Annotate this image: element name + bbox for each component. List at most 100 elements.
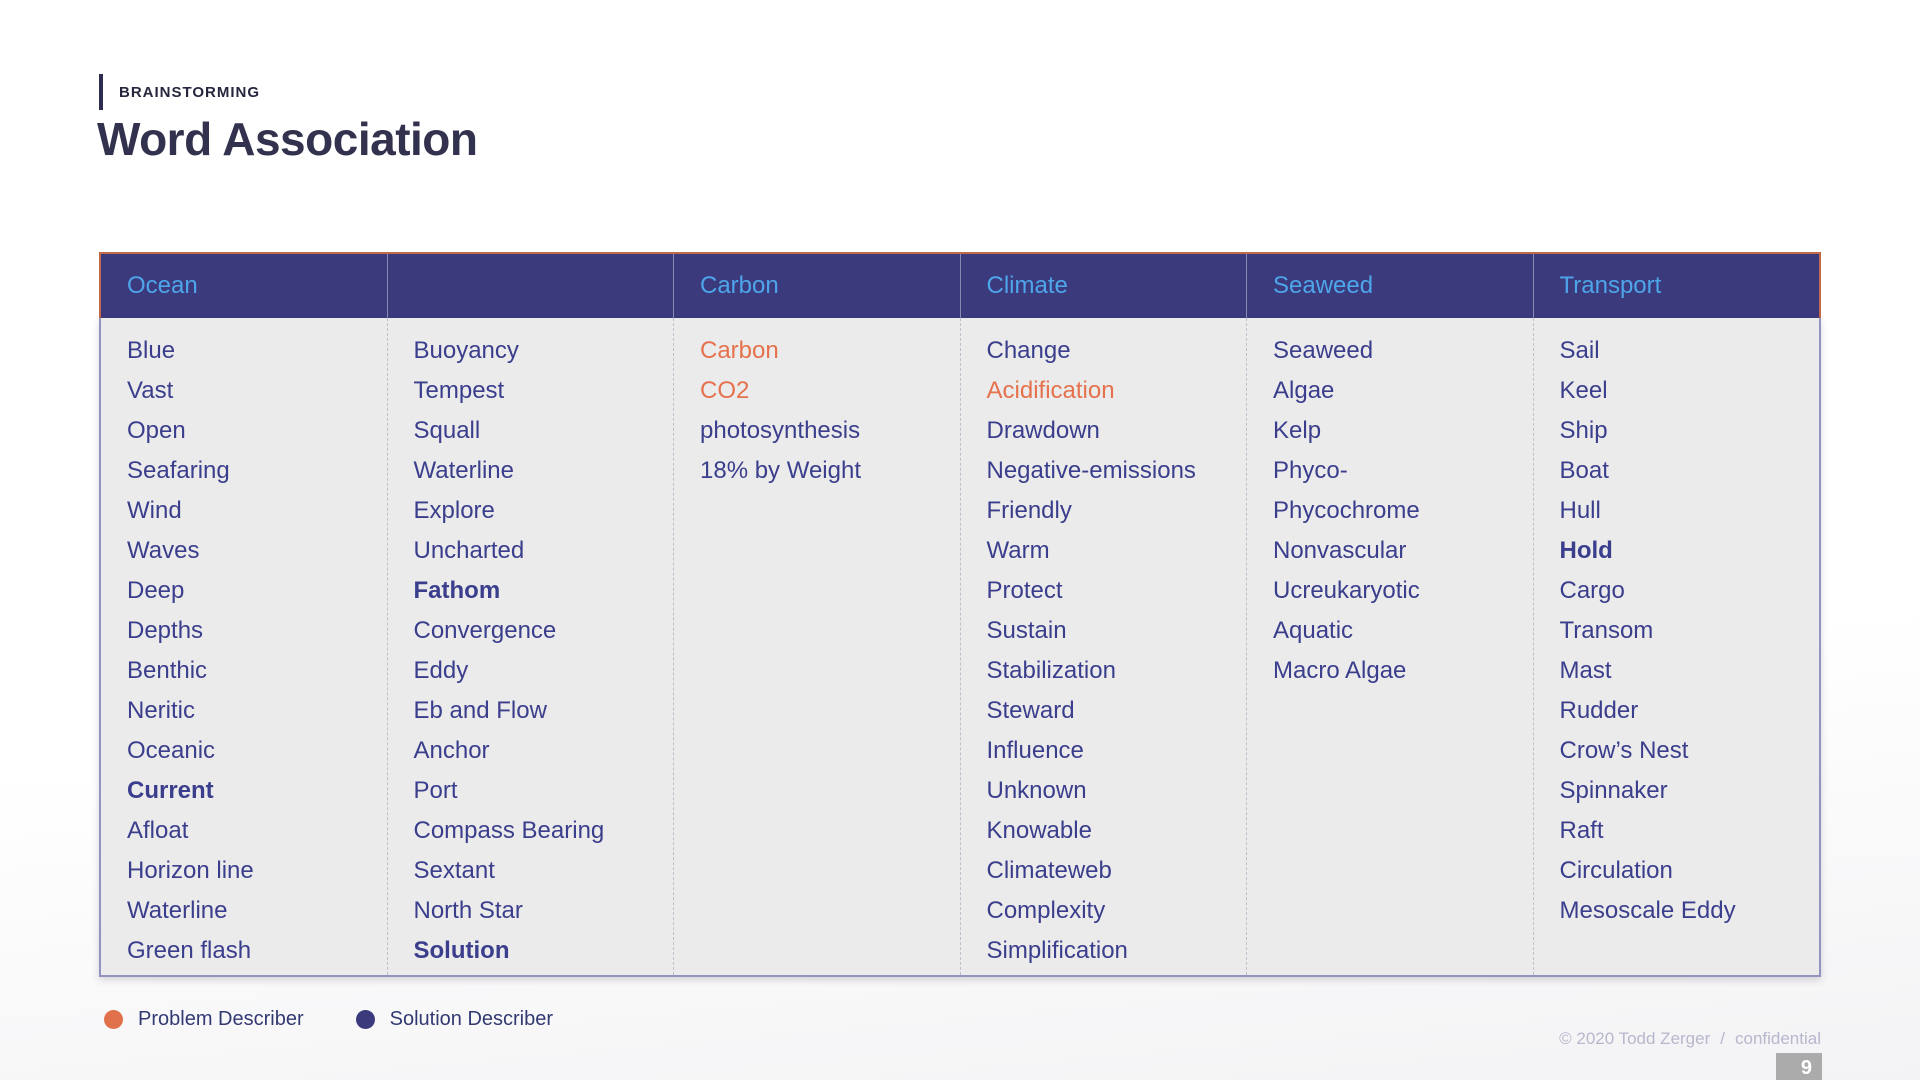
word-item: Negative-emissions bbox=[986, 457, 1196, 484]
word-item: Sustain bbox=[986, 617, 1067, 644]
word-item: Fathom bbox=[413, 577, 501, 604]
word-item: Kelp bbox=[1273, 417, 1322, 444]
word-item: Sail bbox=[1559, 337, 1600, 364]
confidential-text: confidential bbox=[1734, 1029, 1821, 1048]
column-ocean: Blue Vast Open Seafaring Wind Waves Deep Depths… bbox=[101, 318, 388, 975]
word-item: Squall bbox=[413, 417, 481, 444]
word-item: Stabilization bbox=[986, 657, 1116, 684]
word-item: Wind bbox=[127, 497, 182, 524]
word-item: Spinnaker bbox=[1559, 777, 1668, 804]
legend-label: Solution Describer bbox=[389, 1008, 554, 1030]
word-item: Sextant bbox=[413, 857, 495, 884]
word-item: Uncharted bbox=[413, 537, 525, 564]
word-item: Blue bbox=[127, 337, 176, 364]
word-item: Benthic bbox=[127, 657, 208, 684]
column-header-nautical bbox=[388, 254, 674, 318]
word-item: Open bbox=[127, 417, 186, 444]
word-item: Waterline bbox=[413, 457, 514, 484]
word-item: Cargo bbox=[1559, 577, 1625, 604]
word-item: photosynthesis bbox=[700, 417, 861, 444]
word-item: Ucreukaryotic bbox=[1273, 577, 1420, 604]
column-header-carbon: Carbon bbox=[674, 254, 961, 318]
word-item: Climateweb bbox=[986, 857, 1112, 884]
legend: Problem Describer Solution Describer bbox=[104, 1008, 553, 1031]
word-association-table: Ocean Carbon Climate Seaweed Transport Blue V… bbox=[99, 252, 1821, 977]
column-header-transport: Transport bbox=[1559, 272, 1662, 299]
word-item: Algae bbox=[1273, 377, 1335, 404]
word-item: Drawdown bbox=[986, 417, 1100, 444]
word-item: Change bbox=[986, 337, 1071, 364]
word-item: Unknown bbox=[986, 777, 1087, 804]
word-item: Waves bbox=[127, 537, 200, 564]
column-header-climate: Climate bbox=[961, 254, 1247, 318]
word-item: Nonvascular bbox=[1273, 537, 1407, 564]
word-item: Solution bbox=[413, 937, 510, 964]
word-item: Tempest bbox=[413, 377, 505, 404]
word-item: Aquatic bbox=[1273, 617, 1354, 644]
word-item: Neritic bbox=[127, 697, 196, 724]
word-item: Hold bbox=[1559, 537, 1613, 564]
table-body-row: Blue Vast Open Seafaring Wind Waves Deep Depths… bbox=[99, 318, 1821, 977]
word-item: Circulation bbox=[1559, 857, 1673, 884]
eyebrow-bar bbox=[99, 74, 103, 110]
word-item: Afloat bbox=[127, 817, 189, 844]
page-title: Word Association bbox=[97, 113, 478, 165]
word-item: Ship bbox=[1559, 417, 1608, 444]
word-item: Complexity bbox=[986, 897, 1106, 924]
word-item: Acidification bbox=[986, 377, 1115, 404]
copyright-text: © 2020 Todd Zerger bbox=[1559, 1029, 1711, 1048]
word-item: Transom bbox=[1559, 617, 1654, 644]
word-item: Deep bbox=[127, 577, 185, 604]
page-number-badge: 9 bbox=[1776, 1053, 1822, 1080]
column-nautical: Buoyancy Tempest Squall Waterline Explore Unc… bbox=[388, 318, 674, 975]
word-item: Influence bbox=[986, 737, 1084, 764]
legend-label: Problem Describer bbox=[138, 1008, 304, 1030]
legend-item-solution: Solution Describer bbox=[355, 1008, 554, 1031]
word-item: Explore bbox=[413, 497, 495, 524]
word-item: Keel bbox=[1559, 377, 1608, 404]
word-item: Green flash bbox=[127, 937, 252, 964]
word-item: Phyco- bbox=[1273, 457, 1348, 484]
column-header-ocean: Ocean bbox=[101, 254, 388, 318]
word-item: Raft bbox=[1559, 817, 1604, 844]
word-item: Macro Algae bbox=[1273, 657, 1407, 684]
word-item: Current bbox=[127, 777, 214, 804]
footer-copyright: © 2020 Todd Zerger / confidential bbox=[1559, 1029, 1821, 1049]
word-item: Protect bbox=[986, 577, 1063, 604]
word-item: Eb and Flow bbox=[413, 697, 547, 724]
word-item: Seafaring bbox=[127, 457, 230, 484]
legend-item-problem: Problem Describer bbox=[104, 1008, 304, 1031]
problem-dot-icon bbox=[104, 1010, 123, 1029]
word-item: Port bbox=[413, 777, 458, 804]
word-item: Seaweed bbox=[1273, 337, 1374, 364]
column-transport: Sail Keel Ship Boat Hull Hold Cargo Transom Mast… bbox=[1534, 318, 1820, 975]
column-climate: Change Acidification Drawdown Negative-emis… bbox=[961, 318, 1247, 975]
word-item: Warm bbox=[986, 537, 1050, 564]
word-item: Friendly bbox=[986, 497, 1072, 524]
word-item: Simplification bbox=[986, 937, 1128, 964]
column-header-seaweed: Seaweed bbox=[1247, 254, 1534, 318]
word-item: Waterline bbox=[127, 897, 228, 924]
word-item: Boat bbox=[1559, 457, 1609, 484]
word-item: Anchor bbox=[413, 737, 490, 764]
word-item: CO2 bbox=[700, 377, 750, 404]
word-item: North Star bbox=[413, 897, 523, 924]
eyebrow-label: BRAINSTORMING bbox=[119, 83, 261, 101]
word-item: Mast bbox=[1559, 657, 1612, 684]
word-item: Vast bbox=[127, 377, 174, 404]
word-item: Steward bbox=[986, 697, 1075, 724]
word-item: Oceanic bbox=[127, 737, 216, 764]
word-item: Convergence bbox=[413, 617, 557, 644]
word-item: Carbon bbox=[700, 337, 779, 364]
word-item: Buoyancy bbox=[413, 337, 519, 364]
word-item: Knowable bbox=[986, 817, 1092, 844]
word-item: Eddy bbox=[413, 657, 469, 684]
solution-dot-icon bbox=[355, 1010, 375, 1029]
column-carbon: Carbon CO2 photosynthesis 18% by Weight bbox=[674, 318, 961, 975]
word-item: Compass Bearing bbox=[413, 817, 605, 844]
copyright-separator: / bbox=[1720, 1029, 1725, 1048]
table-header-row: Ocean Carbon Climate Seaweed Transport bbox=[99, 252, 1821, 318]
word-item: Mesoscale Eddy bbox=[1559, 897, 1736, 924]
word-item: Phycochrome bbox=[1273, 497, 1420, 524]
